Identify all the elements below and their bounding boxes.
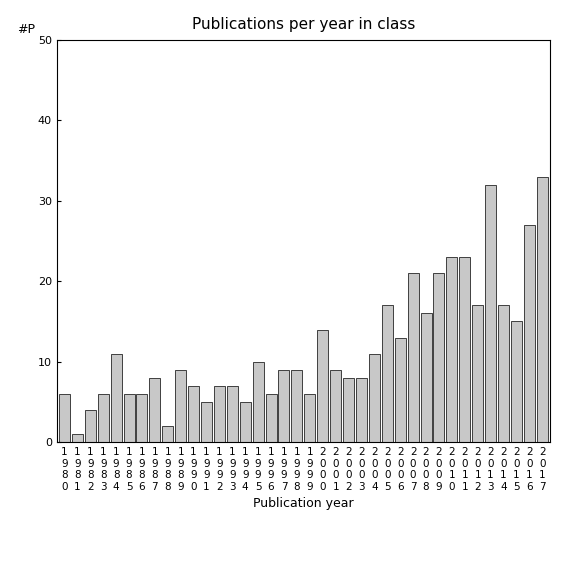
Bar (137, 394, 147, 442)
Bar (149, 378, 160, 442)
Bar (408, 273, 418, 442)
Bar (369, 354, 380, 442)
Title: Publications per year in class: Publications per year in class (192, 16, 415, 32)
X-axis label: Publication year: Publication year (253, 497, 354, 510)
Bar (511, 321, 522, 442)
Bar (253, 362, 264, 442)
Bar (382, 306, 393, 442)
Bar (421, 314, 431, 442)
Bar (162, 426, 174, 442)
Bar (201, 402, 212, 442)
Bar (395, 337, 405, 442)
Bar (59, 394, 70, 442)
Bar (188, 386, 199, 442)
Bar (98, 394, 109, 442)
Bar (343, 378, 354, 442)
Bar (227, 386, 238, 442)
Bar (485, 185, 496, 442)
Text: #P: #P (17, 23, 35, 36)
Bar (240, 402, 251, 442)
Bar (330, 370, 341, 442)
Bar (304, 394, 315, 442)
Bar (317, 329, 328, 442)
Bar (498, 306, 509, 442)
Bar (356, 378, 367, 442)
Bar (524, 225, 535, 442)
Bar (85, 410, 96, 442)
Bar (472, 306, 483, 442)
Bar (111, 354, 121, 442)
Bar (459, 257, 470, 442)
Bar (433, 273, 445, 442)
Bar (537, 176, 548, 442)
Bar (175, 370, 186, 442)
Bar (446, 257, 458, 442)
Bar (214, 386, 225, 442)
Bar (72, 434, 83, 442)
Bar (278, 370, 290, 442)
Bar (291, 370, 302, 442)
Bar (124, 394, 134, 442)
Bar (265, 394, 277, 442)
